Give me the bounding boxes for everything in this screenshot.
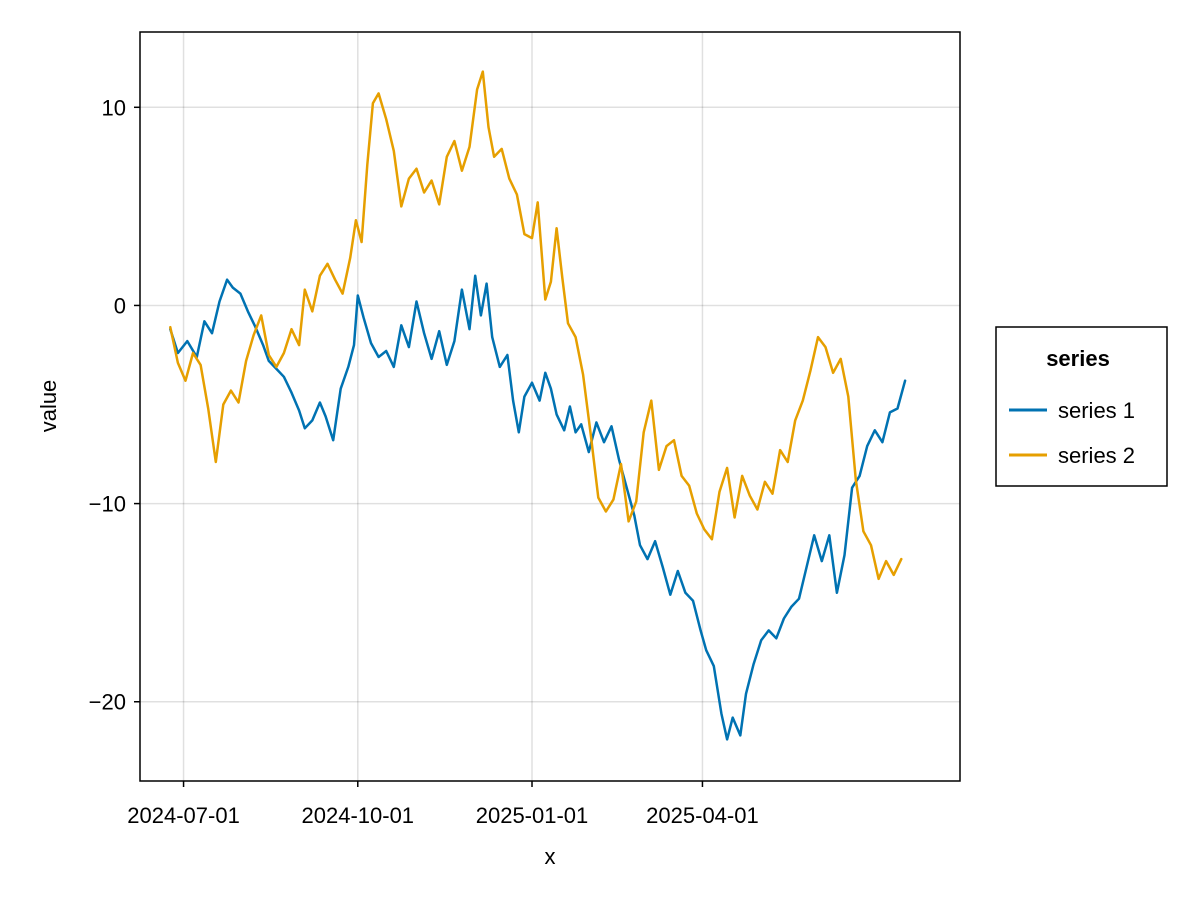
y-tick-label: 10 bbox=[102, 95, 126, 120]
legend-label-series-1: series 1 bbox=[1058, 398, 1135, 423]
gridlines bbox=[140, 32, 960, 781]
x-tick-label: 2024-10-01 bbox=[302, 803, 415, 828]
x-tick-label: 2025-01-01 bbox=[476, 803, 589, 828]
plot-frame bbox=[139, 31, 961, 782]
legend-label-series-2: series 2 bbox=[1058, 443, 1135, 468]
x-axis-label: x bbox=[545, 844, 556, 869]
legend: series series 1 series 2 bbox=[995, 326, 1168, 487]
y-tick-label: −20 bbox=[89, 690, 126, 715]
y-axis-label: value bbox=[36, 380, 61, 433]
series-line-2 bbox=[169, 70, 903, 581]
y-axis-ticks: 10 0 −10 −20 bbox=[89, 95, 140, 715]
x-tick-label: 2024-07-01 bbox=[127, 803, 240, 828]
x-tick-label: 2025-04-01 bbox=[646, 803, 759, 828]
legend-box bbox=[995, 326, 1168, 487]
legend-title: series bbox=[1046, 346, 1110, 371]
series-lines bbox=[169, 70, 907, 741]
series-line-1 bbox=[169, 274, 907, 741]
x-axis-ticks: 2024-07-01 2024-10-01 2025-01-01 2025-04-01 bbox=[127, 781, 759, 828]
y-tick-label: −10 bbox=[89, 492, 126, 517]
y-tick-label: 0 bbox=[114, 293, 126, 318]
